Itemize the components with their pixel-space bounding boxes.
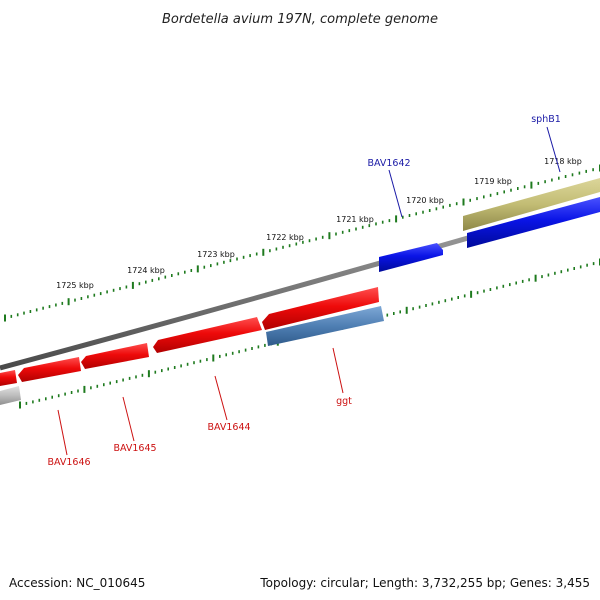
tick-label: 1718 kbp [544,157,582,166]
gene-left-red[interactable] [0,370,17,386]
tick-label: 1720 kbp [406,196,444,205]
gene-label-BAV1642[interactable]: BAV1642 [367,158,410,169]
gene-label-BAV1644[interactable]: BAV1644 [207,422,250,433]
forward-strand [379,178,600,272]
gene-BAV1642[interactable] [379,243,443,272]
gene-label-BAV1646[interactable]: BAV1646 [47,457,90,468]
accession-text: Accession: NC_010645 [9,576,145,590]
tick-label: 1721 kbp [336,215,374,224]
tick-labels: 1718 kbp 1719 kbp 1720 kbp 1721 kbp 1722… [56,157,582,290]
map-title: Bordetella avium 197N, complete genome [162,12,438,27]
gene-ggt[interactable] [262,287,379,330]
gene-label-sphB1[interactable]: sphB1 [531,114,561,125]
gene-steel[interactable] [266,306,384,346]
gene-left-grey[interactable] [0,386,21,405]
gene-olive[interactable] [463,178,600,231]
tick-label: 1724 kbp [127,266,165,275]
tick-label: 1719 kbp [474,177,512,186]
gene-label-ggt[interactable]: ggt [336,396,352,407]
gene-sphB1[interactable] [467,197,600,248]
gene-labels: sphB1 BAV1642 ggt BAV1644 BAV1645 BAV164… [47,114,560,468]
tick-row-upper [4,164,600,322]
reverse-strand [0,287,384,405]
topology-text: Topology: circular; Length: 3,732,255 bp… [259,576,590,590]
label-leaders [57,126,561,456]
gene-label-BAV1645[interactable]: BAV1645 [113,443,156,454]
gene-BAV1646[interactable] [18,357,81,382]
tick-label: 1725 kbp [56,281,94,290]
gene-BAV1645[interactable] [81,343,149,369]
tick-label: 1722 kbp [266,233,304,242]
tick-label: 1723 kbp [197,250,235,259]
gene-BAV1644[interactable] [153,317,262,353]
